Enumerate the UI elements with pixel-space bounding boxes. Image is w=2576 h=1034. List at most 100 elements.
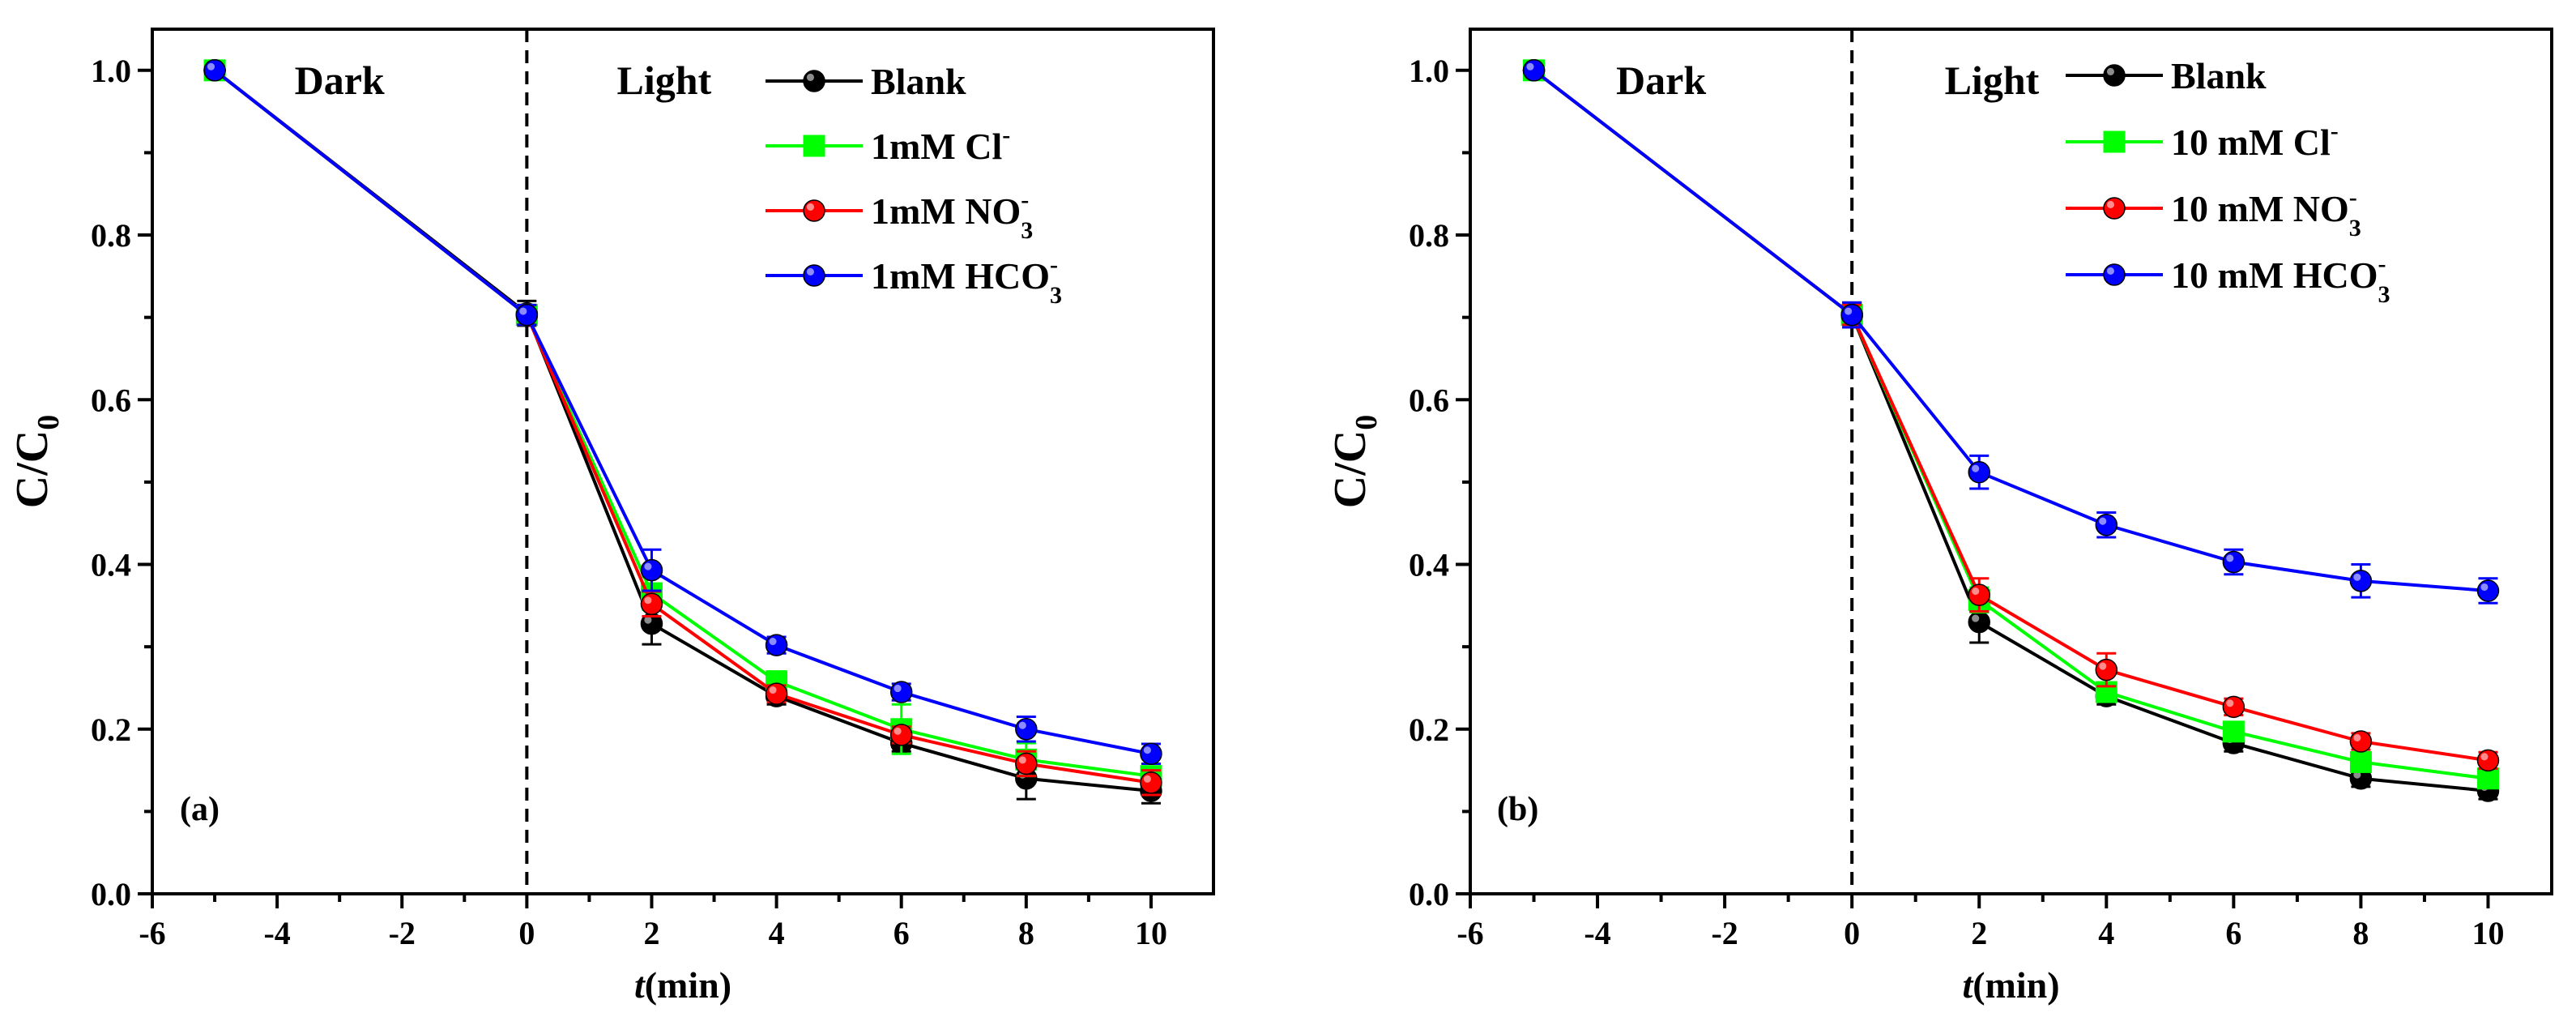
data-point (765, 634, 788, 656)
data-point (2222, 550, 2245, 574)
data-point (1015, 718, 1038, 741)
data-point (640, 558, 663, 582)
legend-label-text: 10 mM Cl (2171, 122, 2331, 163)
y-tick-label: 1.0 (91, 53, 131, 89)
data-point (2349, 750, 2372, 773)
data-point (889, 681, 913, 703)
data-point (515, 303, 539, 327)
dark-region-label: Dark (1616, 58, 1706, 103)
data-point (2103, 64, 2126, 87)
legend-label-text: 1mM HCO (871, 255, 1050, 297)
legend-label-subscript: 3 (2378, 281, 2390, 308)
panel-label: (a) (180, 791, 220, 828)
y-tick-label: 0.2 (91, 711, 131, 748)
x-tick-label: 4 (2098, 915, 2114, 951)
data-point-highlight (2353, 573, 2361, 581)
legend-label-superscript: - (2331, 118, 2339, 144)
y-tick-label: 0.0 (1409, 876, 1449, 912)
light-region-label: Light (1945, 58, 2040, 103)
legend-entry: 1mM Cl- (766, 122, 1010, 167)
series-line (213, 69, 1152, 756)
data-point (803, 135, 825, 157)
x-axis-label: t(min) (1962, 964, 2059, 1006)
x-tick-label: 0 (518, 915, 535, 951)
y-axis-label: C/C0 (1325, 415, 1384, 508)
data-point (640, 592, 663, 616)
legend-label-superscript: - (1002, 122, 1010, 148)
legend-label-subscript: 3 (2349, 215, 2361, 241)
legend-entry: 10 mM HCO- 3 (2066, 250, 2390, 308)
x-tick-label: 10 (2472, 915, 2504, 951)
data-point (2095, 513, 2118, 536)
x-axis-label-italic: t (1962, 964, 1973, 1006)
data-point-highlight (806, 267, 814, 276)
data-point (2103, 197, 2126, 220)
legend-entry: Blank (2066, 55, 2267, 96)
legend-label-text: Blank (2171, 55, 2267, 96)
legend-label: 10 mM Cl- (2171, 118, 2339, 163)
legend-label-text: 1mM Cl (871, 126, 1002, 167)
y-axis-label-subscript: 0 (1350, 415, 1384, 430)
legend-label-text: 1mM NO (871, 190, 1021, 232)
data-point (2476, 579, 2500, 602)
series-blank (203, 59, 1162, 805)
data-point (1968, 610, 1990, 634)
data-point-highlight (2106, 200, 2114, 208)
data-point-highlight (893, 727, 902, 735)
series-10-mm-hco3- (1522, 59, 2500, 605)
legend-label-superscript: - (1021, 186, 1029, 213)
x-axis-label-italic: t (634, 964, 646, 1006)
panel-label: (b) (1497, 791, 1538, 828)
data-point (1522, 59, 1546, 82)
x-tick-label: 4 (769, 915, 785, 951)
data-point-highlight (1845, 307, 1853, 315)
data-point (803, 199, 825, 222)
y-tick-label: 0.2 (1409, 711, 1449, 748)
data-point (2349, 730, 2373, 753)
data-point (2222, 695, 2245, 719)
data-point-highlight (2099, 517, 2107, 525)
data-point (1015, 752, 1038, 776)
legend-label: 10 mM HCO- 3 (2171, 250, 2390, 308)
data-point-highlight (1526, 62, 1534, 70)
x-tick-label: 6 (2225, 915, 2241, 951)
x-axis-label-rest: (min) (1973, 964, 2059, 1006)
data-point-highlight (806, 73, 814, 81)
data-point-highlight (769, 638, 777, 646)
legend-label-text: 10 mM HCO (2171, 254, 2378, 296)
data-point-highlight (644, 562, 652, 570)
legend-entry: 1mM NO- 3 (766, 186, 1033, 244)
x-tick-label: 8 (1018, 915, 1034, 951)
data-point (203, 59, 226, 82)
data-point-highlight (519, 307, 527, 315)
legend-label-superscript: - (2349, 184, 2357, 211)
y-tick-label: 0.0 (91, 876, 131, 912)
legend-label: Blank (2171, 55, 2267, 96)
data-point (2476, 749, 2500, 772)
data-point (765, 682, 788, 705)
x-tick-label: -4 (263, 915, 290, 951)
y-tick-label: 0.8 (1409, 217, 1449, 254)
data-point-highlight (2099, 662, 2107, 670)
legend-label-superscript: - (1050, 251, 1058, 278)
x-tick-label: 10 (1135, 915, 1167, 951)
data-point-highlight (207, 62, 215, 70)
legend-entry: 1mM HCO- 3 (766, 251, 1062, 309)
y-axis-label-main: C/C (1325, 430, 1375, 508)
data-point-highlight (1972, 588, 1980, 596)
x-axis-label-rest: (min) (645, 964, 731, 1006)
data-point (803, 70, 825, 92)
data-point-highlight (2480, 583, 2489, 592)
x-tick-label: -6 (1456, 915, 1483, 951)
legend-label-superscript: - (2378, 250, 2386, 277)
data-point (1140, 771, 1162, 794)
x-tick-label: 2 (643, 915, 659, 951)
data-point-highlight (644, 616, 652, 624)
y-tick-label: 0.4 (1409, 547, 1449, 583)
legend-label: 1mM HCO- 3 (871, 251, 1062, 309)
data-point-highlight (1143, 775, 1151, 783)
y-axis-label: C/C0 (7, 415, 66, 508)
x-tick-label: -4 (1584, 915, 1610, 951)
legend-label-text: 10 mM NO (2171, 188, 2349, 229)
legend-label-subscript: 3 (1050, 282, 1062, 309)
